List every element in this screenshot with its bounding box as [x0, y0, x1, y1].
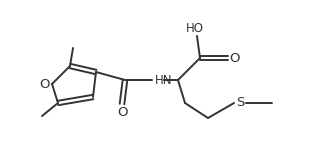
Text: O: O: [230, 52, 240, 64]
Text: HO: HO: [186, 21, 204, 34]
Text: O: O: [117, 106, 127, 118]
Text: HN: HN: [155, 73, 172, 86]
Text: S: S: [236, 97, 244, 109]
Text: O: O: [39, 78, 49, 91]
